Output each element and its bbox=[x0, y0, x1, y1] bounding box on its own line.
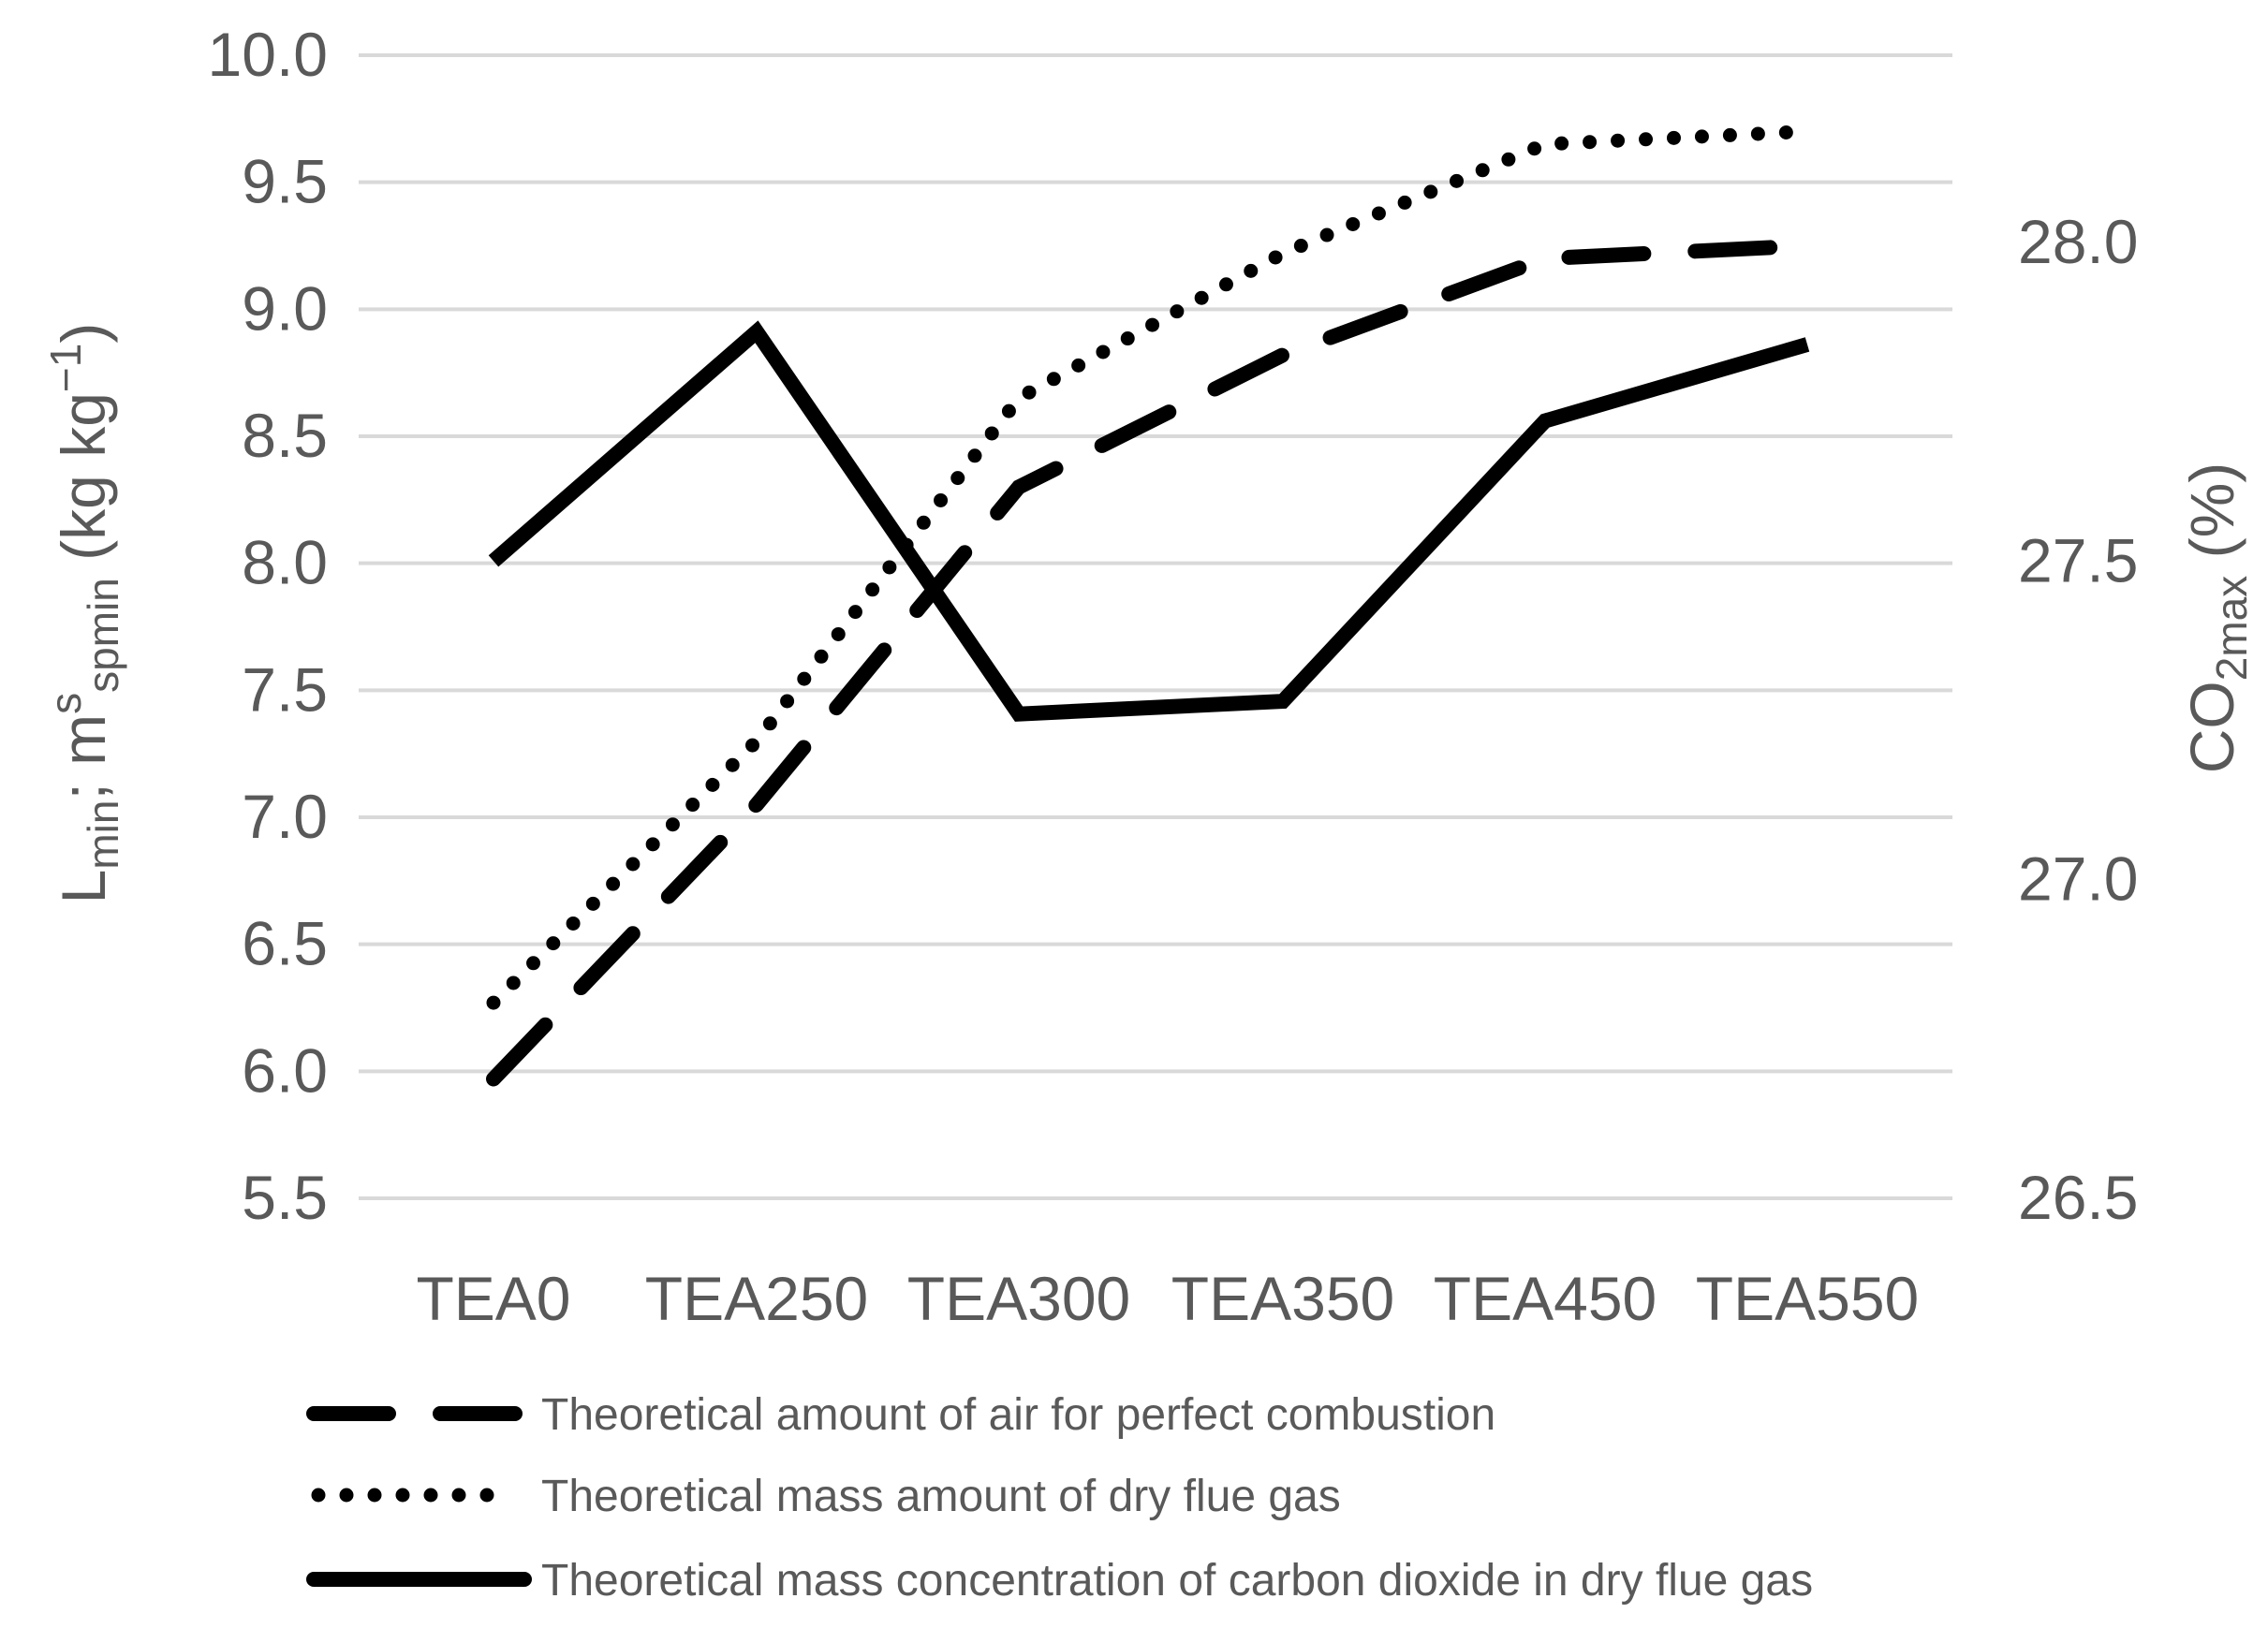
left-axis-ticks: 10.0 9.5 9.0 8.5 8.0 7.5 7.0 6.5 6.0 5.5 bbox=[208, 20, 328, 1232]
gridlines bbox=[359, 53, 1952, 1200]
legend: Theoretical amount of air for perfect co… bbox=[306, 1390, 1813, 1606]
x-tick-label: TEA300 bbox=[907, 1264, 1130, 1333]
left-tick-label: 9.0 bbox=[242, 273, 328, 343]
left-tick-label: 8.5 bbox=[242, 401, 328, 470]
right-axis-title: CO2max (%) bbox=[2177, 462, 2256, 773]
left-tick-label: 7.5 bbox=[242, 654, 328, 724]
legend-label-co2: Theoretical mass concentration of carbon… bbox=[541, 1556, 1813, 1606]
x-tick-label: TEA0 bbox=[416, 1264, 570, 1333]
left-tick-label: 9.5 bbox=[242, 147, 328, 216]
left-tick-label: 5.5 bbox=[242, 1163, 328, 1232]
left-axis-title: Lmin; msspmin (kg kg−1) bbox=[41, 323, 127, 904]
right-tick-label: 28.0 bbox=[2018, 207, 2138, 276]
series-lines bbox=[486, 124, 1815, 1087]
left-tick-label: 6.0 bbox=[242, 1035, 328, 1105]
left-tick-label: 7.0 bbox=[242, 782, 328, 851]
series-line-co2 bbox=[488, 320, 1810, 722]
series-line-flue-gas bbox=[486, 124, 1815, 1010]
x-tick-label: TEA350 bbox=[1171, 1264, 1394, 1333]
legend-label-air: Theoretical amount of air for perfect co… bbox=[541, 1390, 1495, 1440]
x-tick-label: TEA550 bbox=[1696, 1264, 1919, 1333]
series-line-air bbox=[486, 238, 1815, 1087]
legend-label-flue-gas: Theoretical mass amount of dry flue gas bbox=[541, 1472, 1341, 1521]
right-axis-ticks: 28.0 27.5 27.0 26.5 bbox=[2018, 207, 2138, 1232]
x-axis-ticks: TEA0 TEA250 TEA300 TEA350 TEA450 TEA550 bbox=[416, 1264, 1919, 1333]
left-tick-label: 10.0 bbox=[208, 20, 328, 89]
right-tick-label: 27.0 bbox=[2018, 844, 2138, 914]
x-tick-label: TEA250 bbox=[645, 1264, 868, 1333]
right-tick-label: 27.5 bbox=[2018, 525, 2138, 594]
left-tick-label: 8.0 bbox=[242, 528, 328, 597]
right-tick-label: 26.5 bbox=[2018, 1163, 2138, 1232]
left-tick-label: 6.5 bbox=[242, 909, 328, 978]
x-tick-label: TEA450 bbox=[1434, 1264, 1657, 1333]
